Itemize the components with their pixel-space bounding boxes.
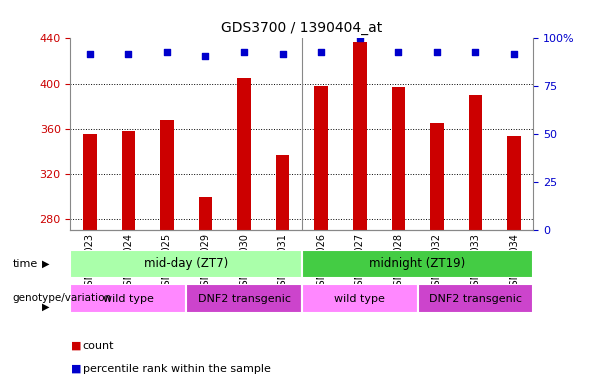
Text: mid-day (ZT7): mid-day (ZT7) [144,258,228,270]
Bar [70,250,302,278]
Text: ■: ■ [70,341,81,351]
Bar [417,284,533,313]
Point [432,49,442,55]
Point [200,53,210,59]
Text: wild type: wild type [103,293,154,304]
Text: wild type: wild type [334,293,385,304]
Text: DNF2 transgenic: DNF2 transgenic [429,293,522,304]
Bar [237,78,251,230]
Point [471,49,481,55]
Point [239,49,249,55]
Bar [314,86,328,230]
Point [509,51,519,57]
Point [394,49,403,55]
Bar [469,95,482,230]
Text: DNF2 transgenic: DNF2 transgenic [197,293,291,304]
Bar [160,120,173,230]
Point [316,49,326,55]
Bar [70,284,186,313]
Text: ▶: ▶ [42,302,50,312]
Point [355,35,365,41]
Bar [83,134,96,230]
Point [85,51,94,57]
Text: ▶: ▶ [42,259,50,269]
Text: percentile rank within the sample: percentile rank within the sample [83,364,270,374]
Bar [276,155,289,230]
Point [123,51,133,57]
Text: count: count [83,341,114,351]
Title: GDS3700 / 1390404_at: GDS3700 / 1390404_at [221,21,383,35]
Bar [199,197,212,230]
Text: ■: ■ [70,364,81,374]
Text: time: time [12,259,37,269]
Bar [302,250,533,278]
Text: genotype/variation: genotype/variation [12,293,112,303]
Bar [121,131,135,230]
Bar [353,42,367,230]
Bar [430,123,444,230]
Bar [392,87,405,230]
Bar [186,284,302,313]
Bar [508,136,521,230]
Bar [302,284,417,313]
Point [162,49,172,55]
Point [278,51,287,57]
Text: midnight (ZT19): midnight (ZT19) [370,258,466,270]
